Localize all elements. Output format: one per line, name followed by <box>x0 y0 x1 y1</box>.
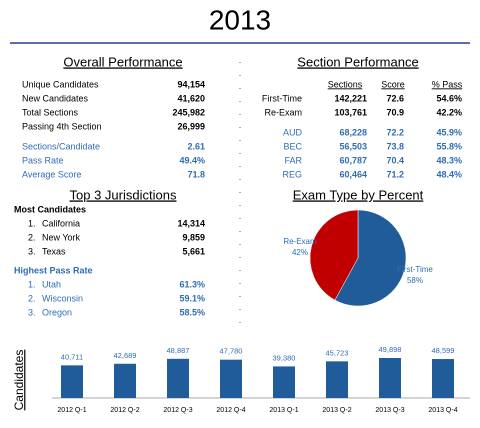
bar <box>273 366 295 398</box>
subheading: Highest Pass Rate <box>14 265 93 275</box>
subheading: Most Candidates <box>14 204 86 214</box>
x-tick-label: 2012 Q-2 <box>110 407 139 414</box>
row-value: 14,314 <box>177 218 205 228</box>
data-label: 45,723 <box>326 348 349 357</box>
row-label: Total Sections <box>22 107 79 117</box>
row-value: 142,221 <box>334 93 367 103</box>
slice-label: First-Time <box>397 265 433 274</box>
row-value: 56,503 <box>339 141 367 151</box>
row-label: Texas <box>42 246 66 256</box>
page-title: 2013 <box>209 4 271 35</box>
section-heading: Section Performance <box>297 54 418 69</box>
rank: 3. <box>28 246 36 256</box>
row-value: 71.8 <box>187 169 205 179</box>
data-label: 48,887 <box>167 346 190 355</box>
row-label: Utah <box>42 279 61 289</box>
slice-label: Re-Exam <box>283 237 317 246</box>
row-value: 103,761 <box>334 107 367 117</box>
data-label: 42,689 <box>114 351 137 360</box>
bar <box>220 359 242 398</box>
data-label: 48,599 <box>432 346 455 355</box>
row-value: 70.4 <box>386 155 404 165</box>
row-label: Pass Rate <box>22 155 64 165</box>
row-value: 60,787 <box>339 155 367 165</box>
row-label: REG <box>282 169 302 179</box>
bar <box>167 358 189 398</box>
row-label: AUD <box>283 127 303 137</box>
x-tick-label: 2013 Q-2 <box>322 407 351 414</box>
y-axis-label: Candidates <box>12 350 26 411</box>
row-value: 2.61 <box>187 141 205 151</box>
row-label: FAR <box>284 155 302 165</box>
column-header: Sections <box>328 79 363 89</box>
data-label: 40,711 <box>61 352 83 361</box>
bar <box>61 365 83 398</box>
row-value: 59.1% <box>179 293 205 303</box>
bar <box>114 363 136 398</box>
slice-value: 42% <box>292 248 308 257</box>
row-value: 5,661 <box>182 246 205 256</box>
row-label: Oregon <box>42 307 72 317</box>
row-value: 61.3% <box>179 279 205 289</box>
column-header: Score <box>381 79 405 89</box>
row-value: 72.2 <box>386 127 404 137</box>
x-tick-label: 2012 Q-1 <box>57 407 86 414</box>
row-value: 70.9 <box>386 107 404 117</box>
data-label: 39,380 <box>273 353 296 362</box>
row-label: New Candidates <box>22 93 89 103</box>
row-value: 48.4% <box>436 169 462 179</box>
row-value: 41,620 <box>177 93 205 103</box>
row-label: First-Time <box>262 93 302 103</box>
row-label: Unique Candidates <box>22 79 99 89</box>
row-value: 68,228 <box>339 127 367 137</box>
bar <box>379 358 401 398</box>
column-header: % Pass <box>432 79 463 89</box>
slice-value: 58% <box>407 276 423 285</box>
row-value: 73.8 <box>386 141 404 151</box>
row-value: 58.5% <box>179 307 205 317</box>
data-label: 47,780 <box>220 347 243 356</box>
x-tick-label: 2013 Q-4 <box>428 407 457 414</box>
row-value: 60,464 <box>339 169 367 179</box>
row-value: 9,859 <box>182 232 205 242</box>
row-label: New York <box>42 232 81 242</box>
bar <box>432 359 454 398</box>
row-value: 26,999 <box>177 121 205 131</box>
row-label: Passing 4th Section <box>22 121 102 131</box>
row-value: 42.2% <box>436 107 462 117</box>
section-heading: Top 3 Jurisdictions <box>70 187 177 202</box>
row-label: BEC <box>283 141 302 151</box>
row-value: 94,154 <box>177 79 205 89</box>
row-value: 45.9% <box>436 127 462 137</box>
rank: 2. <box>28 293 36 303</box>
rank: 3. <box>28 307 36 317</box>
pie-slice <box>309 209 359 301</box>
pie-slice <box>334 209 407 307</box>
row-value: 72.6 <box>386 93 404 103</box>
x-tick-label: 2013 Q-3 <box>375 407 404 414</box>
row-value: 49.4% <box>179 155 205 165</box>
row-label: California <box>42 218 80 228</box>
rank: 1. <box>28 218 36 228</box>
row-value: 54.6% <box>436 93 462 103</box>
x-tick-label: 2012 Q-4 <box>216 407 245 414</box>
data-label: 49,898 <box>379 345 402 354</box>
row-label: Average Score <box>22 169 81 179</box>
rank: 2. <box>28 232 36 242</box>
row-label: Re-Exam <box>264 107 302 117</box>
chart-title: Exam Type by Percent <box>293 187 424 202</box>
rank: 1. <box>28 279 36 289</box>
row-label: Sections/Candidate <box>22 141 100 151</box>
x-tick-label: 2012 Q-3 <box>163 407 192 414</box>
x-tick-label: 2013 Q-1 <box>269 407 298 414</box>
row-value: 48.3% <box>436 155 462 165</box>
bar <box>326 361 348 398</box>
row-value: 245,982 <box>172 107 205 117</box>
row-value: 55.8% <box>436 141 462 151</box>
row-label: Wisconsin <box>42 293 83 303</box>
section-heading: Overall Performance <box>63 54 182 69</box>
row-value: 71.2 <box>386 169 404 179</box>
